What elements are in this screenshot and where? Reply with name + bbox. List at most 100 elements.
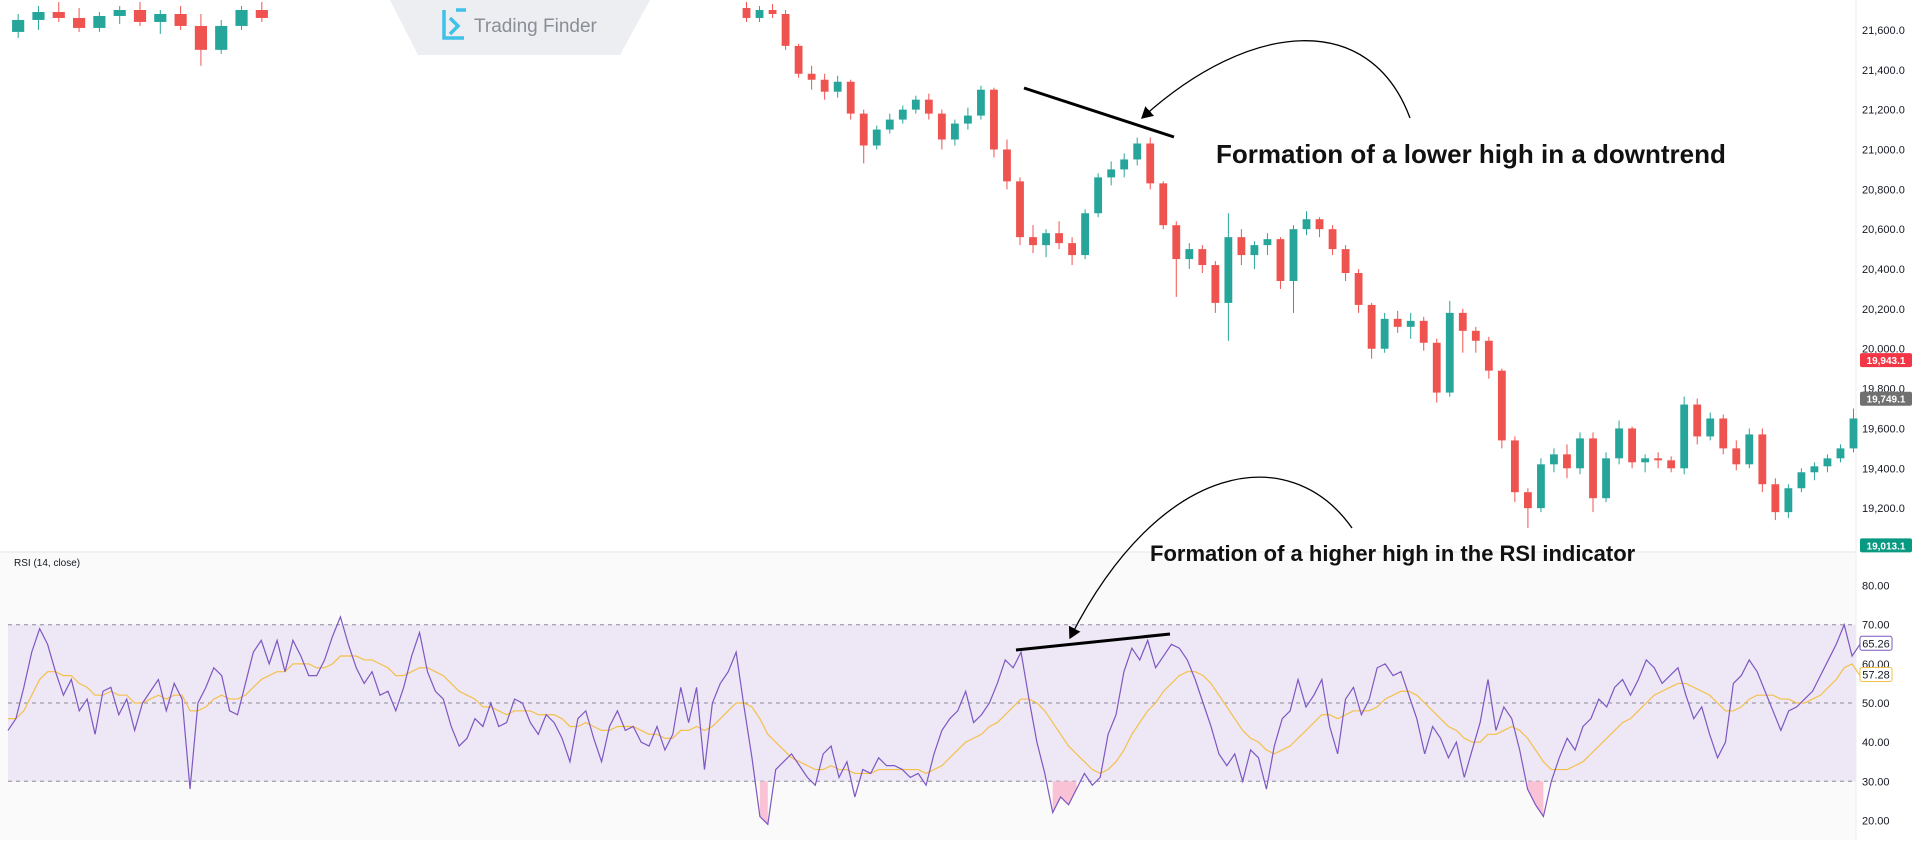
rsi-title: RSI (14, close) bbox=[14, 558, 80, 569]
candle-body bbox=[846, 81, 855, 114]
candle-body bbox=[794, 45, 803, 74]
candle-body bbox=[742, 8, 751, 18]
rsi-annotation: Formation of a higher high in the RSI in… bbox=[1015, 476, 1636, 652]
rsi-tick-label: 50.00 bbox=[1862, 698, 1890, 710]
candle-body bbox=[990, 89, 998, 150]
price-tick-label: 21,200.0 bbox=[1862, 105, 1905, 117]
candle-body bbox=[1497, 370, 1506, 441]
candle-body bbox=[898, 109, 907, 120]
rsi-value-tag-box bbox=[1859, 635, 1893, 651]
price-tick-label: 19,200.0 bbox=[1862, 503, 1905, 515]
price-annotation-arrow bbox=[1141, 40, 1411, 119]
candle-body bbox=[1393, 318, 1402, 327]
candle-body bbox=[1315, 219, 1324, 230]
candle-body bbox=[1302, 219, 1311, 230]
candle-body bbox=[1016, 181, 1024, 238]
price-annotation-text: Formation of a lower high in a downtrend bbox=[1216, 139, 1726, 169]
candle-body bbox=[1042, 233, 1050, 246]
candle-body bbox=[1654, 458, 1663, 461]
candle-body bbox=[1406, 320, 1415, 327]
candle-body bbox=[1471, 330, 1480, 341]
candle-body bbox=[174, 13, 187, 26]
rsi-annotation-text: Formation of a higher high in the RSI in… bbox=[1150, 541, 1636, 566]
candle-body bbox=[950, 123, 959, 140]
price-pane-background bbox=[0, 0, 1856, 552]
candle-body bbox=[859, 113, 868, 146]
candle-body bbox=[1550, 454, 1558, 465]
logo-tab-background bbox=[390, 0, 650, 55]
candle-body bbox=[872, 129, 881, 146]
trading-finder-logo-icon bbox=[442, 8, 466, 40]
rsi-oversold-fill bbox=[759, 781, 768, 825]
rsi-tick-label: 70.00 bbox=[1862, 620, 1890, 632]
candle-body bbox=[215, 25, 228, 50]
candle-body bbox=[1615, 428, 1623, 459]
candle-body bbox=[924, 99, 933, 114]
candle-body bbox=[1198, 249, 1207, 266]
candle-body bbox=[833, 81, 842, 92]
candle-body bbox=[255, 10, 268, 18]
candle-body bbox=[755, 10, 764, 18]
candle-body bbox=[93, 15, 106, 28]
rsi-value-tag-box bbox=[1859, 667, 1893, 683]
candle-body bbox=[1484, 340, 1493, 371]
price-tick-label: 20,600.0 bbox=[1862, 224, 1905, 236]
candle-body bbox=[1263, 239, 1272, 246]
candlestick-series bbox=[12, 2, 1858, 529]
candle-body bbox=[32, 11, 45, 20]
candle-body bbox=[1563, 454, 1571, 469]
candle-body bbox=[113, 10, 126, 16]
candle-body bbox=[154, 13, 167, 22]
candle-body bbox=[1276, 239, 1285, 281]
candle-body bbox=[1341, 249, 1350, 274]
candle-body bbox=[12, 19, 25, 32]
lower-high-trendline bbox=[1023, 86, 1175, 139]
candle-body bbox=[1068, 243, 1076, 256]
candle-body bbox=[1081, 213, 1090, 256]
candle-body bbox=[1250, 245, 1259, 256]
rsi-band bbox=[8, 624, 1856, 782]
price-tick-label: 20,200.0 bbox=[1862, 304, 1905, 316]
price-tick-label: 19,600.0 bbox=[1862, 423, 1905, 435]
candle-body bbox=[1354, 273, 1363, 305]
rsi-value-tag-label: 65.26 bbox=[1862, 638, 1890, 650]
candle-body bbox=[1055, 233, 1063, 244]
candle-body bbox=[1146, 143, 1155, 184]
candle-body bbox=[1680, 404, 1689, 469]
candle-body bbox=[964, 115, 972, 124]
candle-body bbox=[1732, 448, 1741, 465]
price-tick-label: 21,000.0 bbox=[1862, 144, 1905, 156]
candle-body bbox=[1380, 318, 1389, 349]
candle-body bbox=[1120, 159, 1129, 170]
candle-body bbox=[1667, 460, 1676, 469]
rsi-value-tag-label: 57.28 bbox=[1862, 670, 1890, 682]
price-tag-label: 19,013.1 bbox=[1867, 541, 1906, 552]
candle-body bbox=[1524, 492, 1532, 509]
candle-body bbox=[1641, 458, 1650, 463]
candle-body bbox=[1602, 458, 1610, 499]
candle-body bbox=[1367, 304, 1376, 349]
candle-body bbox=[1185, 249, 1194, 260]
candle-body bbox=[72, 17, 86, 28]
price-tag-box bbox=[1860, 353, 1912, 368]
candle-body bbox=[1237, 237, 1246, 256]
rsi-tick-label: 80.00 bbox=[1862, 581, 1890, 593]
price-tag-box bbox=[1860, 538, 1912, 553]
candle-body bbox=[1849, 418, 1858, 449]
candle-body bbox=[885, 119, 894, 130]
candle-body bbox=[768, 10, 777, 14]
candle-body bbox=[1589, 438, 1597, 499]
candle-body bbox=[1289, 229, 1298, 281]
price-tags: 19,943.1 19,749.1 19,013.1 bbox=[1860, 353, 1912, 553]
candle-body bbox=[1172, 225, 1181, 260]
candle-body bbox=[977, 89, 985, 116]
price-tick-label: 19,400.0 bbox=[1862, 463, 1905, 475]
candle-body bbox=[807, 73, 816, 80]
rsi-series bbox=[7, 615, 1861, 826]
price-tick-label: 21,600.0 bbox=[1862, 25, 1905, 37]
price-tick-label: 21,400.0 bbox=[1862, 65, 1905, 77]
candle-body bbox=[937, 113, 946, 140]
